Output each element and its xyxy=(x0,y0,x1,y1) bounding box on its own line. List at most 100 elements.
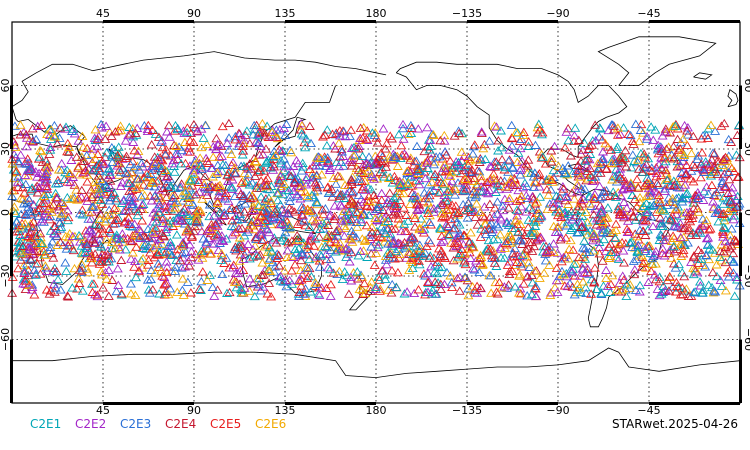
observation-marker xyxy=(700,262,711,271)
observation-marker xyxy=(320,130,330,139)
observation-marker xyxy=(53,274,63,284)
observation-marker xyxy=(94,222,105,231)
observation-marker xyxy=(126,192,137,201)
observation-marker xyxy=(435,252,446,261)
observation-marker xyxy=(346,125,356,134)
observation-marker xyxy=(399,149,410,158)
observation-marker xyxy=(496,142,507,152)
observation-marker xyxy=(45,145,56,154)
observation-marker xyxy=(357,272,367,281)
observation-marker xyxy=(196,246,207,256)
observation-marker xyxy=(408,160,419,170)
observation-marker xyxy=(587,140,598,149)
observation-marker xyxy=(712,169,723,178)
observation-marker xyxy=(724,265,735,275)
observation-marker xyxy=(73,136,84,145)
observation-marker xyxy=(55,285,66,294)
observation-marker xyxy=(344,234,355,243)
observation-marker xyxy=(572,285,583,294)
frame-bar xyxy=(649,402,740,405)
observation-marker xyxy=(424,194,434,203)
observation-marker xyxy=(449,223,460,232)
observation-marker xyxy=(137,216,148,225)
observation-marker xyxy=(421,158,432,167)
observation-marker xyxy=(638,167,648,176)
observation-marker xyxy=(116,255,127,264)
observation-marker xyxy=(396,226,407,236)
observation-marker xyxy=(497,201,508,210)
observation-marker xyxy=(679,271,690,281)
observation-marker xyxy=(641,159,652,169)
observation-marker xyxy=(490,187,501,196)
observation-marker xyxy=(582,217,593,227)
bottom-lon-tick-label: 180 xyxy=(366,404,387,417)
observation-marker xyxy=(268,215,279,224)
observation-marker xyxy=(580,156,591,165)
observation-marker xyxy=(90,154,101,163)
observation-marker xyxy=(414,175,425,185)
observation-marker xyxy=(372,242,383,252)
observation-marker xyxy=(459,161,470,171)
observation-marker xyxy=(569,290,580,299)
observation-marker xyxy=(504,145,515,154)
observation-marker xyxy=(31,134,42,144)
left-lat-tick-label: 60 xyxy=(0,79,12,93)
observation-marker xyxy=(201,153,212,163)
observation-marker xyxy=(602,203,613,212)
observation-marker xyxy=(281,160,292,169)
observation-marker xyxy=(82,229,93,238)
observation-marker xyxy=(464,237,475,246)
observation-marker xyxy=(642,178,652,187)
observation-marker xyxy=(585,149,596,158)
observation-marker xyxy=(327,129,338,138)
observation-marker xyxy=(88,165,99,174)
observation-marker xyxy=(581,288,592,298)
observation-marker xyxy=(105,182,116,191)
observation-marker xyxy=(354,141,364,150)
observation-marker xyxy=(93,171,104,180)
observation-marker xyxy=(513,236,524,245)
observation-marker xyxy=(271,238,282,247)
observation-marker xyxy=(227,183,238,192)
observation-marker xyxy=(321,140,332,150)
observation-marker xyxy=(300,187,311,197)
observation-marker xyxy=(126,289,136,298)
observation-marker xyxy=(238,146,248,155)
observation-marker xyxy=(640,244,651,253)
observation-marker xyxy=(270,150,281,159)
observation-marker xyxy=(448,225,459,234)
observation-marker xyxy=(310,217,321,226)
observation-marker xyxy=(524,203,535,212)
observation-marker xyxy=(586,289,597,298)
observation-marker xyxy=(97,157,108,166)
observation-marker xyxy=(697,164,708,173)
observation-marker xyxy=(90,125,101,134)
observation-marker xyxy=(475,171,486,181)
observation-marker xyxy=(235,243,246,252)
observation-marker xyxy=(304,263,315,273)
observation-marker xyxy=(226,149,237,159)
observation-marker xyxy=(513,148,524,157)
observation-marker xyxy=(337,274,348,284)
observation-marker xyxy=(157,218,168,227)
observation-marker xyxy=(622,227,633,236)
observation-marker xyxy=(393,208,404,218)
observation-marker xyxy=(221,188,232,197)
observation-marker xyxy=(630,119,641,128)
observation-marker xyxy=(628,256,639,265)
observation-marker xyxy=(406,181,416,190)
coastline xyxy=(348,284,373,311)
observation-marker xyxy=(126,254,137,263)
observation-marker xyxy=(553,161,564,171)
observation-marker xyxy=(708,166,719,176)
observation-marker xyxy=(311,197,322,206)
observation-marker xyxy=(169,198,180,208)
footer-label: STARwet.2025-04-26 xyxy=(611,417,738,431)
observation-marker xyxy=(728,248,739,258)
observation-marker xyxy=(261,181,272,191)
observation-marker xyxy=(430,169,440,179)
observation-marker xyxy=(395,180,406,189)
observation-marker xyxy=(10,208,21,217)
observation-marker xyxy=(587,172,598,181)
observation-marker xyxy=(583,192,594,201)
